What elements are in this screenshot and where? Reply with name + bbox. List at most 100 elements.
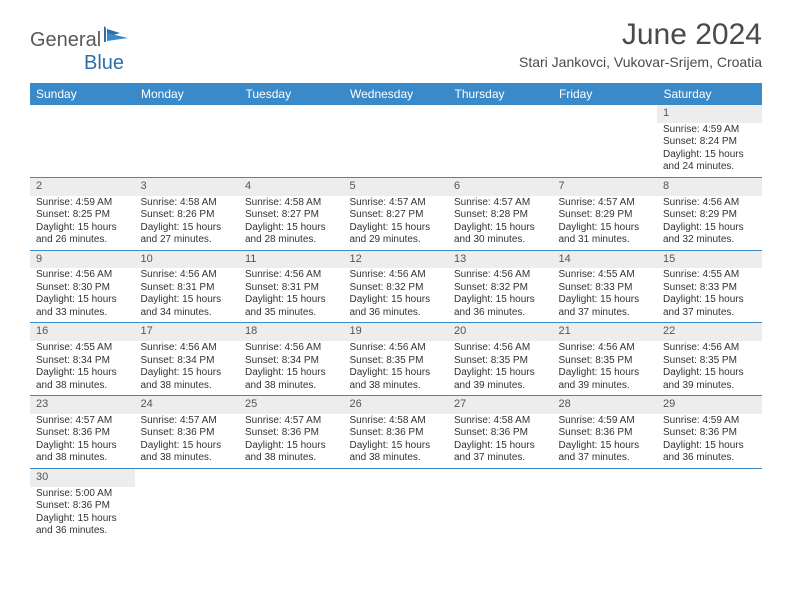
day-number-bar: 4 <box>239 178 344 196</box>
day-details: Sunrise: 4:56 AMSunset: 8:34 PMDaylight:… <box>245 342 338 392</box>
day-number-bar: 6 <box>448 178 553 196</box>
calendar-cell: 24Sunrise: 4:57 AMSunset: 8:36 PMDayligh… <box>135 396 240 469</box>
day-number-bar: 30 <box>30 469 135 487</box>
calendar-row: 30Sunrise: 5:00 AMSunset: 8:36 PMDayligh… <box>30 468 762 540</box>
sunset-line: Sunset: 8:35 PM <box>454 355 547 368</box>
sunset-line: Sunset: 8:35 PM <box>350 355 443 368</box>
day-number-bar: 10 <box>135 251 240 269</box>
daylight-line: Daylight: 15 hours and 26 minutes. <box>36 222 129 247</box>
sunset-line: Sunset: 8:31 PM <box>245 282 338 295</box>
calendar-cell: 5 Sunrise: 4:57 AMSunset: 8:27 PMDaylight… <box>344 177 449 250</box>
flag-icon <box>102 24 130 44</box>
sunrise-line: Sunrise: 4:57 AM <box>559 197 652 210</box>
day-details: Sunrise: 4:56 AMSunset: 8:35 PMDaylight:… <box>559 342 652 392</box>
daylight-line: Daylight: 15 hours and 38 minutes. <box>350 440 443 465</box>
day-number-bar: 2 <box>30 178 135 196</box>
daylight-line: Daylight: 15 hours and 34 minutes. <box>141 294 234 319</box>
day-number-bar: 12 <box>344 251 449 269</box>
calendar-cell: 1 Sunrise: 4:59 AMSunset: 8:24 PMDaylight… <box>657 105 762 177</box>
daylight-line: Daylight: 15 hours and 38 minutes. <box>36 367 129 392</box>
day-number: 1 <box>663 106 756 122</box>
calendar-cell <box>553 468 658 540</box>
day-number-bar: 15 <box>657 251 762 269</box>
sunset-line: Sunset: 8:35 PM <box>663 355 756 368</box>
calendar-cell: 27Sunrise: 4:58 AMSunset: 8:36 PMDayligh… <box>448 396 553 469</box>
calendar-cell: 16Sunrise: 4:55 AMSunset: 8:34 PMDayligh… <box>30 323 135 396</box>
day-number: 30 <box>36 470 129 486</box>
sunrise-line: Sunrise: 4:57 AM <box>141 415 234 428</box>
day-details: Sunrise: 4:59 AMSunset: 8:36 PMDaylight:… <box>663 415 756 465</box>
calendar-cell: 30Sunrise: 5:00 AMSunset: 8:36 PMDayligh… <box>30 468 135 540</box>
day-number: 12 <box>350 252 443 268</box>
day-details: Sunrise: 4:57 AMSunset: 8:36 PMDaylight:… <box>245 415 338 465</box>
day-number: 4 <box>245 179 338 195</box>
day-details: Sunrise: 4:58 AMSunset: 8:36 PMDaylight:… <box>454 415 547 465</box>
sunrise-line: Sunrise: 4:59 AM <box>663 415 756 428</box>
day-number: 14 <box>559 252 652 268</box>
sunrise-line: Sunrise: 4:56 AM <box>663 197 756 210</box>
calendar-cell <box>135 105 240 177</box>
sunrise-line: Sunrise: 4:56 AM <box>663 342 756 355</box>
sunset-line: Sunset: 8:34 PM <box>245 355 338 368</box>
sunrise-line: Sunrise: 4:55 AM <box>36 342 129 355</box>
day-details: Sunrise: 4:56 AMSunset: 8:31 PMDaylight:… <box>141 269 234 319</box>
day-details: Sunrise: 4:55 AMSunset: 8:34 PMDaylight:… <box>36 342 129 392</box>
day-number: 2 <box>36 179 129 195</box>
day-details: Sunrise: 4:58 AMSunset: 8:27 PMDaylight:… <box>245 197 338 247</box>
day-details: Sunrise: 4:55 AMSunset: 8:33 PMDaylight:… <box>559 269 652 319</box>
day-number: 11 <box>245 252 338 268</box>
calendar-cell: 23Sunrise: 4:57 AMSunset: 8:36 PMDayligh… <box>30 396 135 469</box>
calendar-row: 23Sunrise: 4:57 AMSunset: 8:36 PMDayligh… <box>30 396 762 469</box>
weekday-header: Saturday <box>657 83 762 105</box>
daylight-line: Daylight: 15 hours and 31 minutes. <box>559 222 652 247</box>
calendar-cell <box>448 105 553 177</box>
daylight-line: Daylight: 15 hours and 38 minutes. <box>245 367 338 392</box>
calendar-cell: 6Sunrise: 4:57 AMSunset: 8:28 PMDaylight… <box>448 177 553 250</box>
daylight-line: Daylight: 15 hours and 27 minutes. <box>141 222 234 247</box>
calendar-cell: 19 Sunrise: 4:56 AMSunset: 8:35 PMDayligh… <box>344 323 449 396</box>
calendar-cell: 2Sunrise: 4:59 AMSunset: 8:25 PMDaylight… <box>30 177 135 250</box>
day-details: Sunrise: 4:57 AMSunset: 8:27 PMDaylight:… <box>350 197 443 247</box>
day-details: Sunrise: 4:56 AMSunset: 8:35 PMDaylight:… <box>350 342 443 392</box>
day-details: Sunrise: 4:57 AMSunset: 8:29 PMDaylight:… <box>559 197 652 247</box>
sunset-line: Sunset: 8:28 PM <box>454 209 547 222</box>
day-number: 19 <box>350 324 443 340</box>
calendar-cell <box>344 105 449 177</box>
daylight-line: Daylight: 15 hours and 32 minutes. <box>663 222 756 247</box>
logo-text-blue: Blue <box>84 52 124 74</box>
day-details: Sunrise: 4:59 AMSunset: 8:24 PMDaylight:… <box>663 124 756 174</box>
logo-text: GeneralBlue <box>30 24 130 75</box>
calendar-cell: 10Sunrise: 4:56 AMSunset: 8:31 PMDayligh… <box>135 250 240 323</box>
sunrise-line: Sunrise: 4:56 AM <box>559 342 652 355</box>
daylight-line: Daylight: 15 hours and 39 minutes. <box>663 367 756 392</box>
calendar-cell: 20Sunrise: 4:56 AMSunset: 8:35 PMDayligh… <box>448 323 553 396</box>
calendar-row: 9Sunrise: 4:56 AMSunset: 8:30 PMDaylight… <box>30 250 762 323</box>
sunrise-line: Sunrise: 5:00 AM <box>36 488 129 501</box>
daylight-line: Daylight: 15 hours and 38 minutes. <box>36 440 129 465</box>
sunrise-line: Sunrise: 4:57 AM <box>36 415 129 428</box>
sunrise-line: Sunrise: 4:58 AM <box>141 197 234 210</box>
day-number-bar: 16 <box>30 323 135 341</box>
calendar-cell: 4 Sunrise: 4:58 AMSunset: 8:27 PMDaylight… <box>239 177 344 250</box>
day-number: 24 <box>141 397 234 413</box>
logo-text-general: General <box>30 29 101 51</box>
day-details: Sunrise: 4:56 AMSunset: 8:29 PMDaylight:… <box>663 197 756 247</box>
header: GeneralBlue June 2024 Stari Jankovci, Vu… <box>30 18 762 75</box>
calendar-row: 1 Sunrise: 4:59 AMSunset: 8:24 PMDaylight… <box>30 105 762 177</box>
day-number-bar: 1 <box>657 105 762 123</box>
daylight-line: Daylight: 15 hours and 36 minutes. <box>663 440 756 465</box>
day-number-bar: 23 <box>30 396 135 414</box>
day-number: 22 <box>663 324 756 340</box>
sunrise-line: Sunrise: 4:57 AM <box>350 197 443 210</box>
day-number-bar: 22 <box>657 323 762 341</box>
calendar-table: Sunday Monday Tuesday Wednesday Thursday… <box>30 83 762 541</box>
sunset-line: Sunset: 8:36 PM <box>245 427 338 440</box>
sunset-line: Sunset: 8:34 PM <box>141 355 234 368</box>
sunset-line: Sunset: 8:35 PM <box>559 355 652 368</box>
day-number: 7 <box>559 179 652 195</box>
day-number: 5 <box>350 179 443 195</box>
sunset-line: Sunset: 8:36 PM <box>559 427 652 440</box>
sunrise-line: Sunrise: 4:56 AM <box>350 342 443 355</box>
sunrise-line: Sunrise: 4:56 AM <box>36 269 129 282</box>
day-details: Sunrise: 4:59 AMSunset: 8:36 PMDaylight:… <box>559 415 652 465</box>
